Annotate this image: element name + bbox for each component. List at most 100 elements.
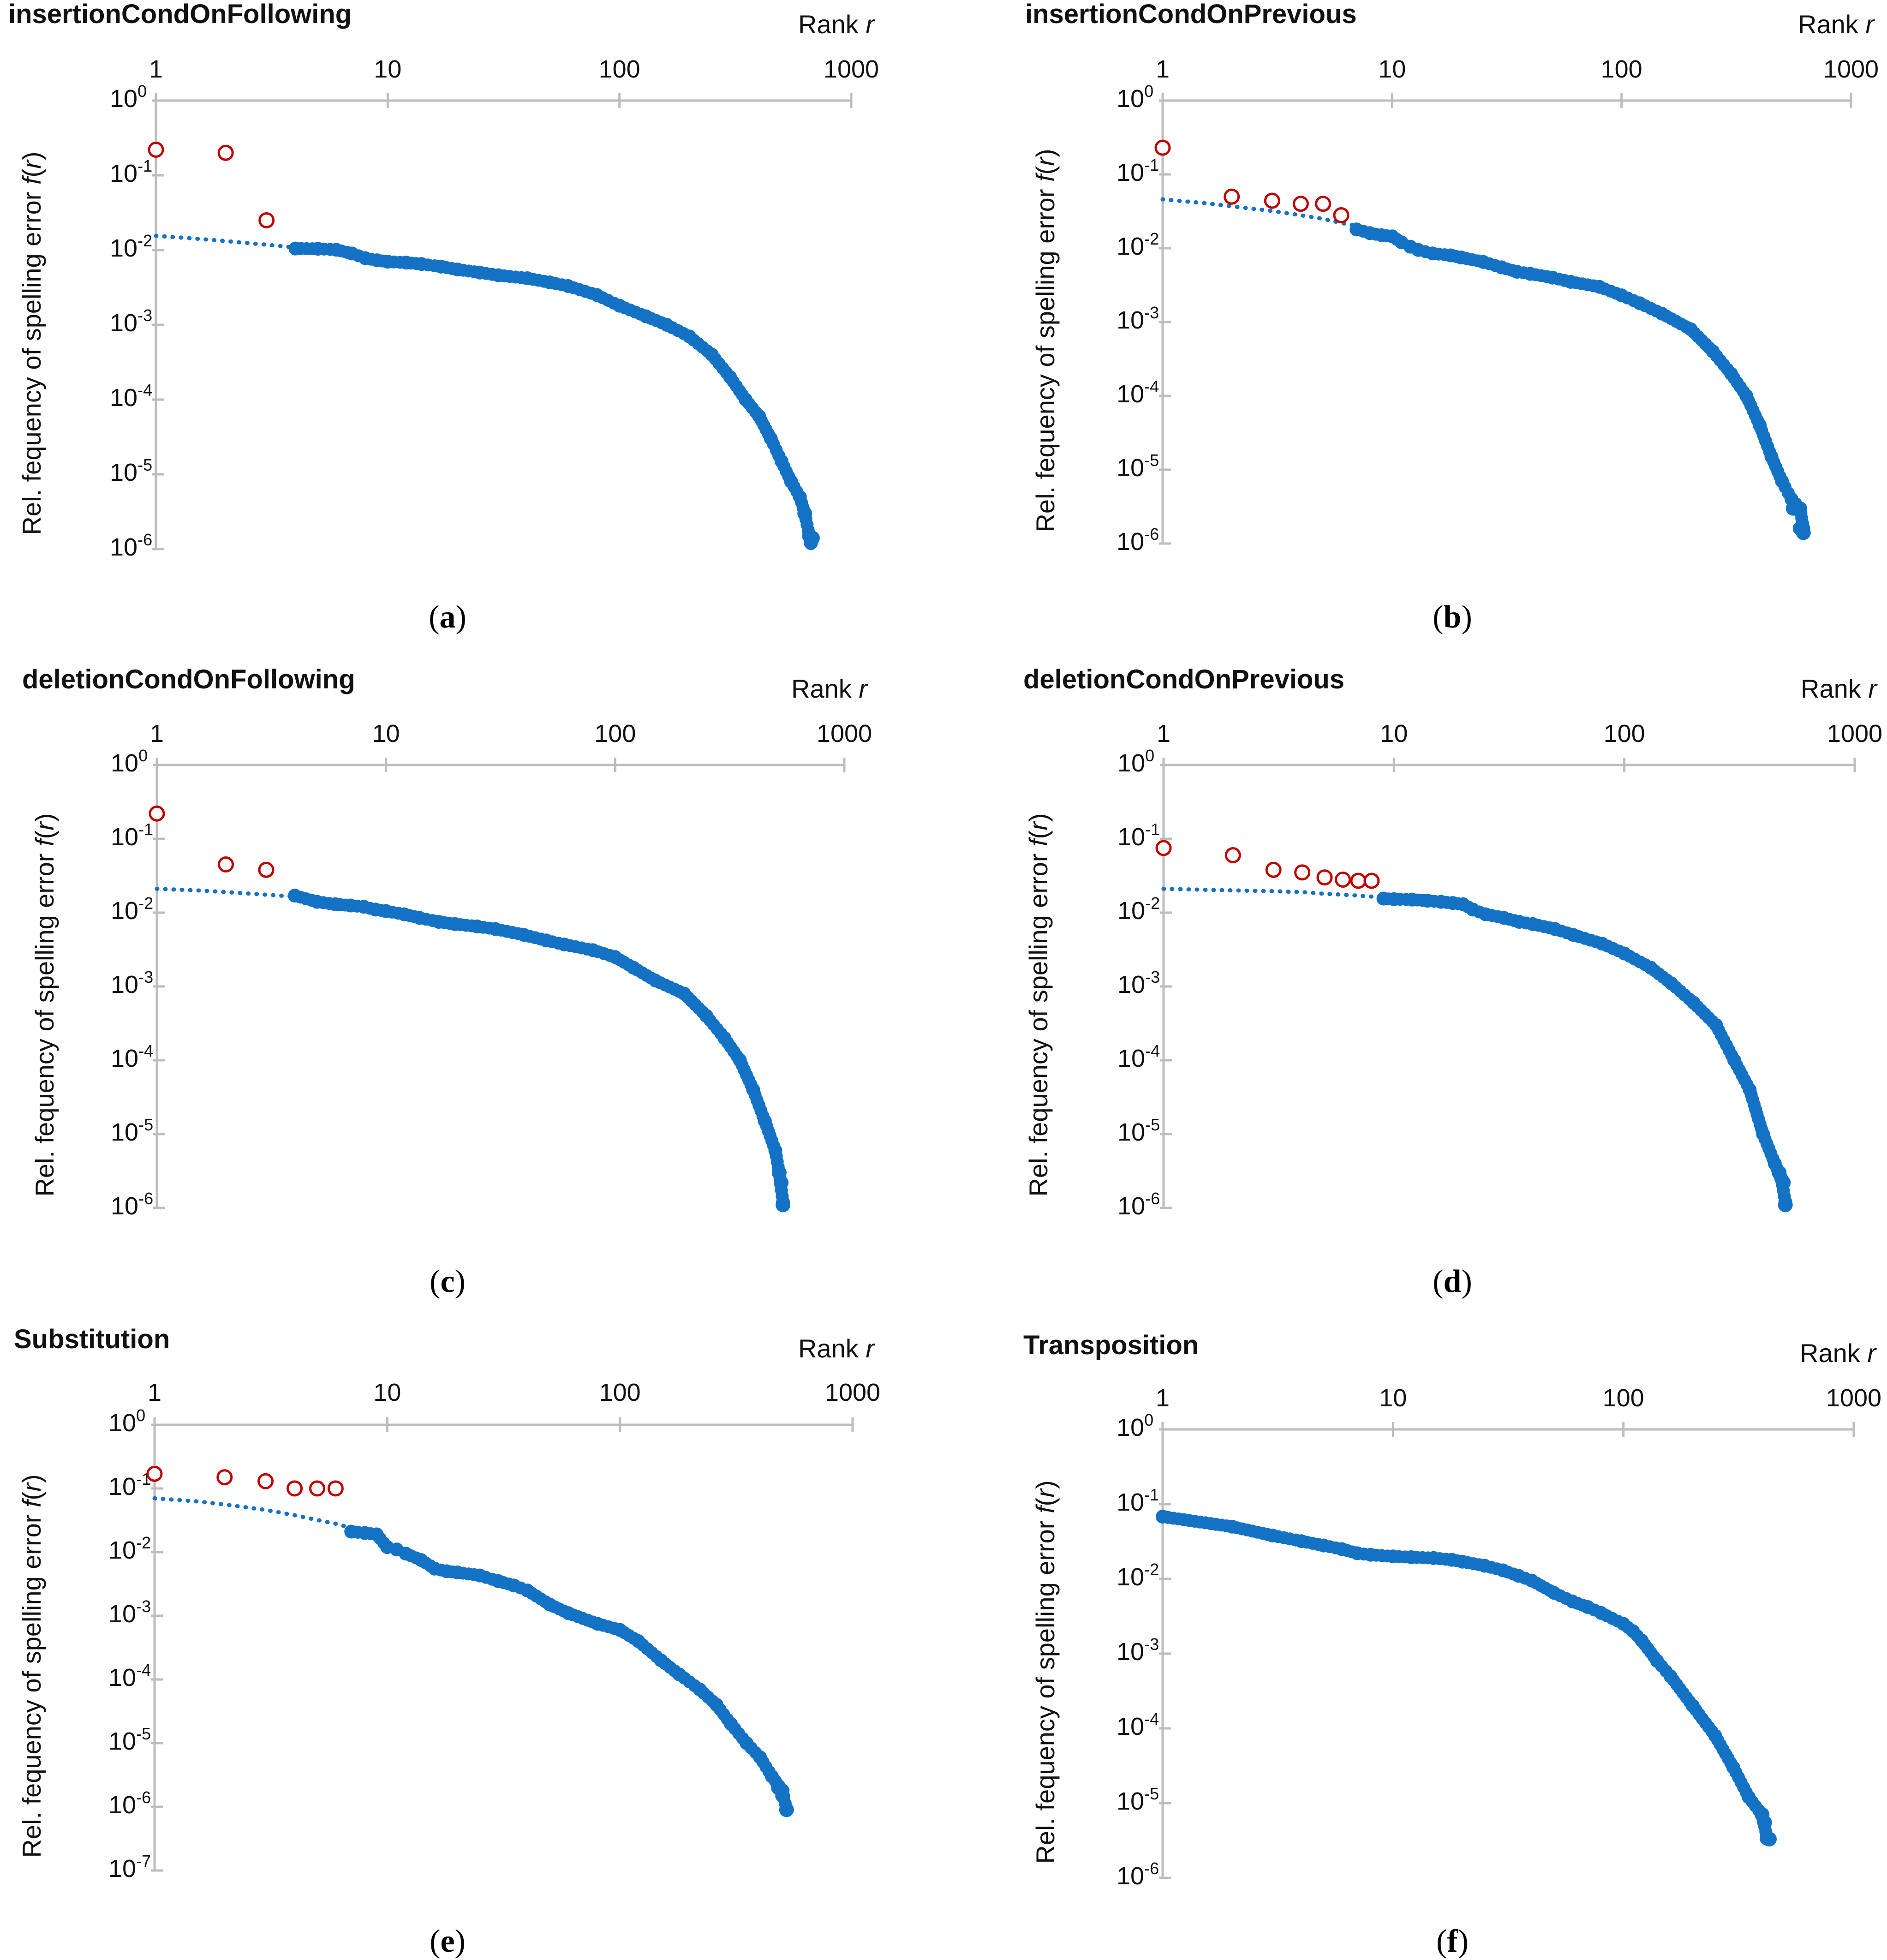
- x-tick-label: 1000: [825, 1379, 880, 1406]
- y-tick-label: 10-1: [1117, 820, 1160, 851]
- outlier-point: [1315, 196, 1332, 212]
- y-tick-exponent: -3: [1144, 1635, 1159, 1654]
- y-tick-base: 10: [110, 459, 137, 486]
- caption-letter: b: [1444, 599, 1462, 635]
- y-axis-label-argument: r: [1031, 156, 1060, 166]
- y-tick-label: 10-6: [1117, 1859, 1159, 1890]
- y-axis-label-argument: r: [1024, 821, 1053, 831]
- outlier-point: [258, 861, 275, 878]
- y-tick-exponent: -5: [138, 1115, 153, 1134]
- panel-caption: (c): [430, 1264, 466, 1299]
- y-tick-exponent: -3: [136, 1597, 151, 1616]
- chart-panel-e: Substitution Rank r1 10 100 100010010-110-21…: [14, 1324, 880, 1959]
- y-tick-label: 10-3: [1117, 303, 1159, 334]
- y-tick-base: 10: [110, 234, 137, 262]
- y-tick-exponent: -3: [138, 968, 153, 986]
- x-axis-label: Rank r: [1801, 674, 1878, 703]
- y-tick-exponent: -5: [136, 1724, 151, 1743]
- x-tick-label: 1: [1156, 1384, 1170, 1412]
- y-tick-label: 10-3: [1117, 1635, 1159, 1666]
- x-axis-label-variable: r: [1867, 1339, 1877, 1368]
- observed-point: [1757, 1815, 1772, 1830]
- y-axis-label: Rel. fequency of spelling error f(r): [17, 1474, 46, 1858]
- y-tick-base: 10: [111, 823, 138, 851]
- x-axis-label: Rank r: [798, 1334, 875, 1363]
- x-tick-label: 100: [599, 55, 640, 83]
- chart-panel-a: insertionCondOnFollowing Rank r1 10 100 1000…: [8, 0, 879, 635]
- y-tick-exponent: -3: [1145, 968, 1160, 986]
- outlier-point: [1224, 847, 1241, 863]
- y-axis-label-text: Rel. fequency of spelling error: [17, 1507, 46, 1858]
- y-tick-label: 10-1: [110, 156, 152, 187]
- y-axis-label-text: Rel. fequency of spelling error: [1031, 1513, 1060, 1864]
- caption-letter: d: [1444, 1264, 1462, 1299]
- x-axis-label-variable: r: [866, 10, 875, 39]
- y-tick-base: 10: [1117, 1563, 1144, 1591]
- observed-series: [1156, 1510, 1777, 1846]
- y-axis-label-paren-close: ): [30, 813, 59, 822]
- y-axis-label-argument: r: [17, 1482, 46, 1492]
- chart-title: Substitution: [14, 1324, 170, 1354]
- observed-point: [779, 1802, 794, 1817]
- y-tick-exponent: -5: [137, 455, 152, 474]
- y-tick-exponent: 0: [137, 82, 147, 101]
- outlier-point: [1294, 864, 1311, 881]
- y-tick-base: 10: [1117, 1045, 1145, 1072]
- chart-title: deletionCondOnPrevious: [1023, 664, 1344, 694]
- y-tick-base: 10: [1117, 85, 1144, 113]
- y-tick-label: 10-6: [110, 530, 152, 561]
- y-tick-exponent: -6: [138, 1189, 153, 1208]
- y-tick-label: 100: [1117, 746, 1154, 777]
- x-axis-label-text: Rank: [798, 1334, 866, 1363]
- x-tick-label: 10: [1380, 720, 1408, 747]
- y-tick-exponent: -4: [1145, 1041, 1160, 1060]
- observed-point: [805, 531, 820, 546]
- y-tick-label: 10-5: [111, 1115, 153, 1146]
- x-tick-label: 1000: [817, 720, 872, 747]
- y-tick-label: 100: [111, 746, 148, 777]
- x-tick-label: 10: [1379, 1384, 1407, 1412]
- y-tick-base: 10: [1117, 749, 1145, 777]
- caption-paren-open: (: [430, 1264, 440, 1299]
- observed-series: [288, 241, 820, 550]
- x-tick-label: 10: [372, 720, 400, 747]
- x-axis-label: Rank r: [791, 674, 868, 703]
- observed-point: [797, 506, 812, 521]
- caption-letter: a: [440, 599, 456, 635]
- x-axis-label-text: Rank: [798, 10, 866, 39]
- y-tick-base: 10: [111, 1118, 138, 1146]
- x-tick-label: 1: [149, 55, 163, 83]
- y-axis-label-paren-close: ): [1024, 813, 1053, 822]
- y-axis-label-paren-close: ): [1031, 1480, 1060, 1489]
- y-tick-base: 10: [108, 1600, 136, 1628]
- x-tick-label: 1000: [1826, 1384, 1881, 1412]
- y-axis-label-paren-close: ): [17, 1474, 46, 1483]
- outlier-point: [327, 1480, 344, 1497]
- outlier-point: [216, 1469, 233, 1486]
- y-tick-base: 10: [110, 160, 137, 187]
- y-tick-base: 10: [1117, 1414, 1144, 1441]
- y-tick-label: 10-4: [108, 1661, 151, 1691]
- y-axis-label: Rel. fequency of spelling error f(r): [1031, 1480, 1060, 1864]
- fit-line-dotted: [152, 1496, 353, 1530]
- y-tick-exponent: 0: [138, 746, 148, 765]
- y-tick-exponent: -4: [138, 1041, 153, 1060]
- y-tick-label: 10-4: [1117, 1709, 1159, 1740]
- observed-point: [774, 1175, 789, 1190]
- y-tick-base: 10: [110, 309, 137, 337]
- y-tick-base: 10: [111, 1192, 138, 1220]
- y-axis-label-paren-open: (: [17, 168, 46, 177]
- y-tick-exponent: -6: [136, 1788, 151, 1807]
- x-tick-label: 1: [1157, 720, 1170, 747]
- outlier-point: [1264, 192, 1280, 209]
- y-tick-base: 10: [108, 1409, 136, 1437]
- y-axis-label-argument: r: [1031, 1488, 1060, 1498]
- chart-title: deletionCondOnFollowing: [22, 664, 355, 694]
- observed-series: [1376, 891, 1793, 1213]
- observed-point: [1776, 1175, 1791, 1190]
- y-axis-label-paren-close: ): [1031, 149, 1060, 157]
- x-tick-label: 100: [1604, 720, 1645, 747]
- x-tick-label: 10: [373, 1379, 401, 1406]
- outlier-point: [257, 1473, 274, 1489]
- y-tick-base: 10: [111, 749, 138, 777]
